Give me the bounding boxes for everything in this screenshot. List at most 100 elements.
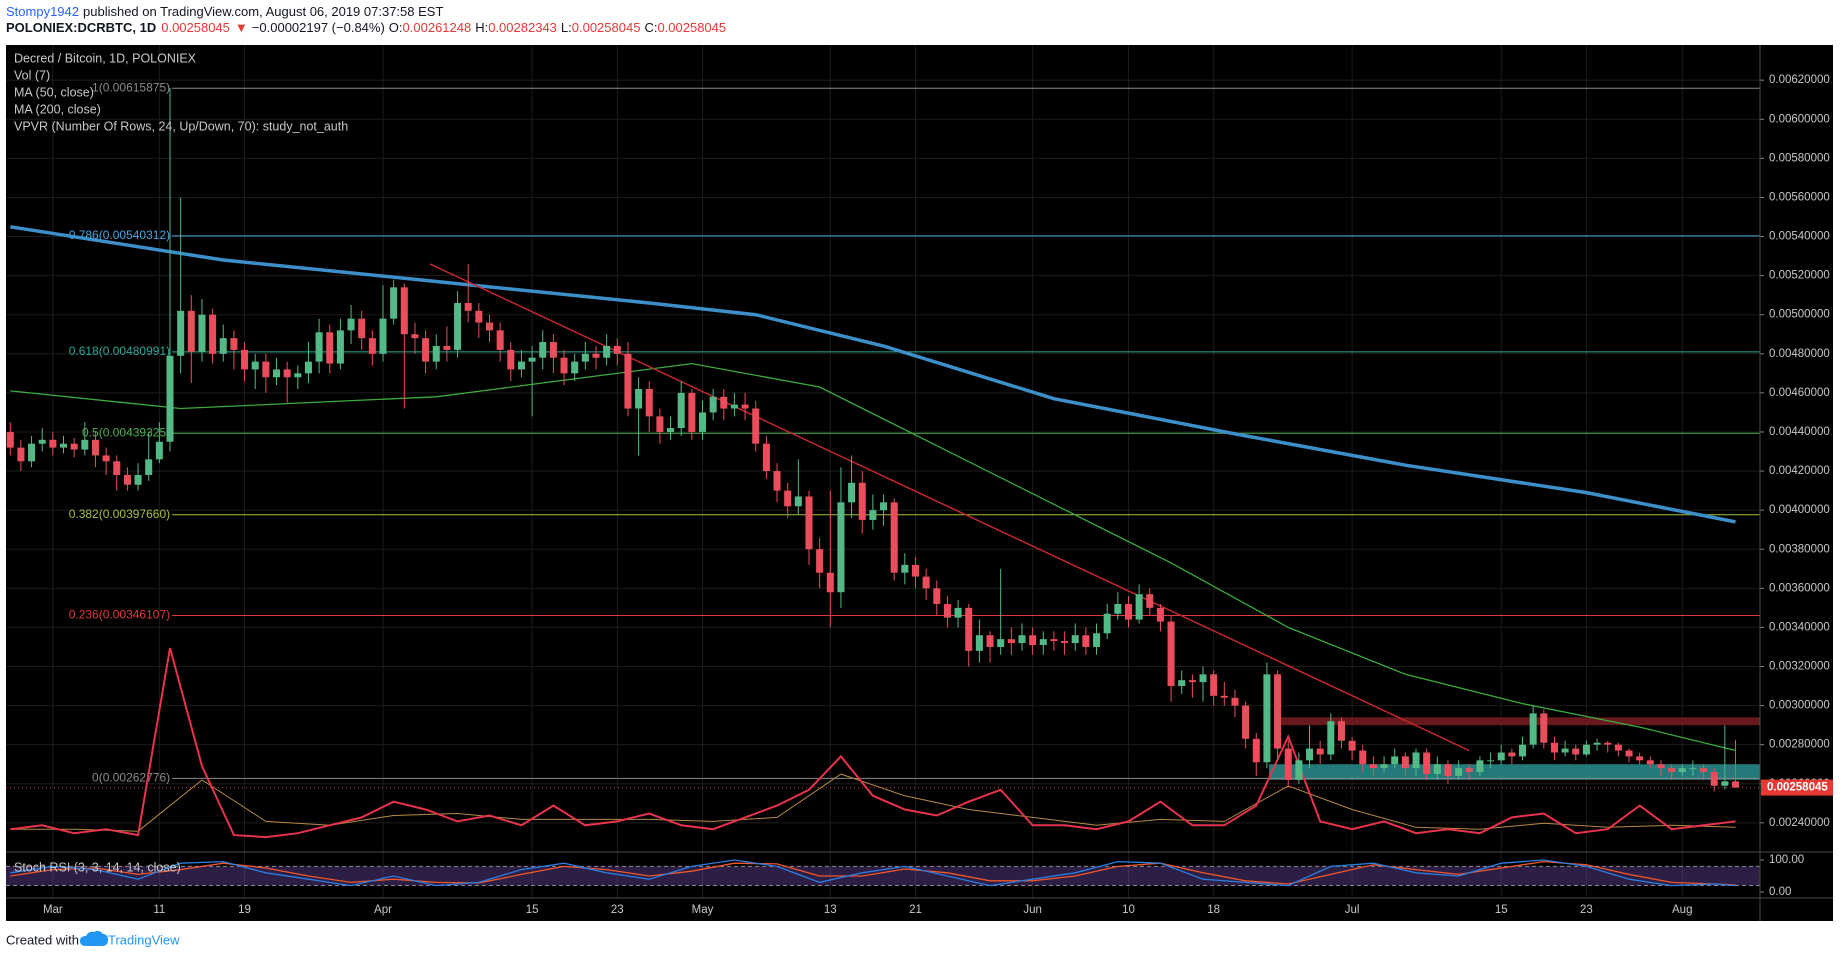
candle-body (1593, 742, 1601, 745)
candle-body (198, 314, 206, 352)
candle-body (464, 302, 472, 311)
candle-body (1050, 639, 1058, 642)
fib-level-label: 0(0.00262776) (92, 771, 170, 785)
candle-body (720, 396, 728, 409)
candle-body (635, 388, 643, 409)
candle-body (1380, 764, 1388, 769)
candle-body (528, 357, 536, 362)
candle-body (1039, 639, 1047, 646)
candle-body (145, 459, 153, 475)
fib-level-label: 0.618(0.00480991) (69, 344, 170, 358)
candle-body (485, 322, 494, 331)
candle-body (1029, 635, 1037, 646)
candle-body (890, 502, 898, 573)
candle-body (134, 474, 142, 485)
candle-body (539, 342, 547, 358)
y-tick-label: 0.00440000 (1769, 426, 1830, 438)
legend-stoch: Stoch RSI (3, 3, 14, 14, close) (14, 860, 181, 874)
x-tick-label: 23 (611, 904, 624, 916)
legend-volume: Vol (7) (14, 68, 50, 82)
candle-body (432, 345, 440, 362)
x-tick-label: 10 (1122, 904, 1135, 916)
x-tick-label: 11 (153, 904, 165, 916)
candle-body (911, 564, 919, 577)
candle-body (1668, 768, 1676, 773)
candle-body (1476, 760, 1484, 773)
tradingview-logo[interactable] (80, 930, 108, 946)
y-tick-label: 0.00340000 (1769, 621, 1830, 633)
open-label: O: (389, 20, 403, 35)
candle-body (688, 392, 696, 432)
candle-body (262, 361, 270, 378)
footer-brand[interactable]: TradingView (108, 932, 180, 947)
candle-body (49, 439, 57, 448)
candle-body (1263, 674, 1271, 763)
candle-body (1178, 680, 1186, 687)
candle-body (571, 361, 579, 374)
candle-body (59, 443, 68, 448)
y-tick-label: 0.00380000 (1769, 543, 1830, 555)
candle-body (752, 408, 760, 444)
candle-body (283, 369, 291, 378)
candle-body (1423, 752, 1431, 774)
header-line-1: Stompy1942 published on TradingView.com, … (6, 4, 443, 19)
candle-body (230, 338, 238, 350)
candle-body (219, 338, 227, 354)
candle-body (1710, 772, 1718, 786)
y-tick-label: 0.00420000 (1769, 465, 1830, 477)
x-tick-label: 23 (1580, 904, 1593, 916)
candle-body (1274, 674, 1282, 749)
candle-body (6, 431, 14, 448)
candle-body (762, 443, 770, 472)
candle-body (677, 392, 685, 429)
candle-body (1550, 742, 1558, 753)
candle-body (1636, 756, 1644, 761)
y-tick-label: 0.00500000 (1769, 309, 1830, 321)
x-tick-label: Apr (374, 904, 392, 916)
candle-body (1646, 760, 1654, 765)
axes: Mar 11 19 Apr 15 23 May 13 21 Jun 10 18 Jul 15 23 Aug 0.… (43, 74, 1833, 916)
candle-body (986, 635, 994, 647)
fib-level-label: 0.382(0.00397660) (69, 507, 170, 521)
candle-body (826, 572, 834, 593)
candle-body (187, 310, 195, 352)
symbol: POLONIEX:DCRBTC, 1D (6, 20, 156, 35)
high-label: H: (475, 20, 488, 35)
candle-body (624, 353, 632, 409)
candle-body (1199, 674, 1207, 683)
low-label: L: (561, 20, 572, 35)
fib-level-label: 0.236(0.00346107) (69, 608, 170, 622)
candle-body (315, 332, 323, 362)
candle-body (1540, 713, 1548, 743)
candle-body (1678, 768, 1686, 773)
y-tick-label: 0.00480000 (1769, 348, 1830, 360)
candle-body (816, 549, 824, 573)
candle-body (1689, 768, 1697, 770)
y-tick-label: 0.00460000 (1769, 387, 1830, 399)
stoch-k-line (10, 859, 1736, 887)
candle-body (848, 482, 856, 503)
candle-body (656, 416, 664, 432)
author-link[interactable]: Stompy1942 (6, 4, 79, 19)
candle-body (81, 439, 89, 450)
candle-body (698, 412, 707, 432)
price-zone (1276, 717, 1760, 726)
candle-body (1518, 744, 1527, 757)
candle-body (400, 287, 408, 335)
candle-body (560, 357, 568, 374)
candle-body (1156, 607, 1164, 622)
candle-body (251, 361, 259, 370)
footer-created: Created with (6, 932, 79, 947)
candle-body (390, 287, 398, 319)
high-value: 0.00282343 (488, 20, 557, 35)
candle-body (347, 318, 355, 331)
candle-body (1082, 635, 1090, 647)
candle-body (1391, 756, 1399, 765)
candle-body (272, 369, 281, 378)
y-tick-label: 0.00560000 (1769, 191, 1830, 203)
candle-body (1103, 613, 1111, 634)
volume-line (10, 647, 1736, 839)
candle-body (379, 318, 387, 354)
candle-body (155, 441, 163, 460)
